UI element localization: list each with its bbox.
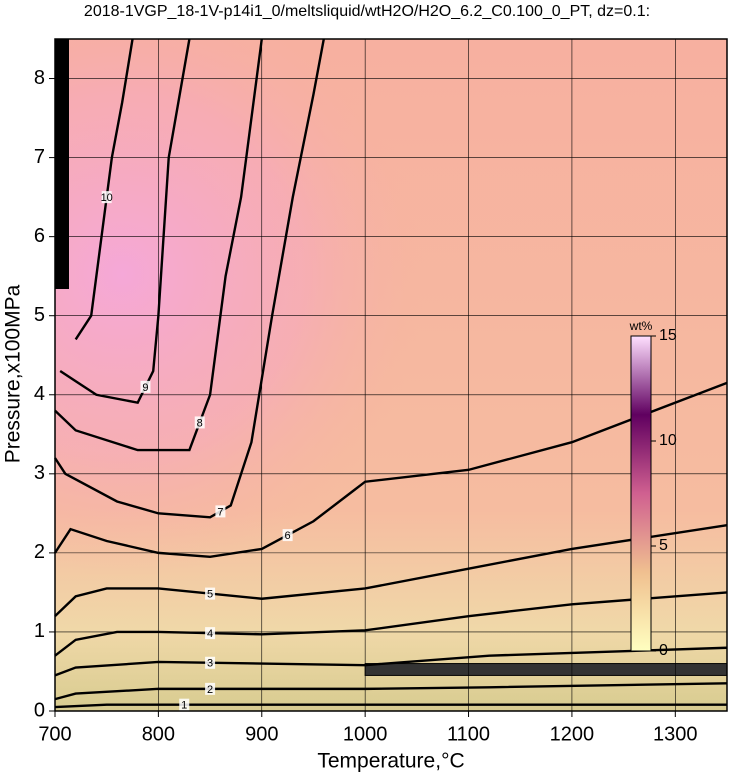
contour-label-bg — [205, 587, 216, 600]
y-tick-label: 0 — [34, 699, 45, 721]
contour-line — [59, 38, 191, 405]
contour-line — [54, 682, 728, 701]
y-axis-label: Pressure,x100MPa — [2, 284, 25, 463]
plot-shade — [55, 39, 727, 711]
dense-region — [55, 39, 69, 289]
contour-line — [54, 524, 728, 617]
colorbar-tick-label: 15 — [659, 327, 677, 344]
x-tick-label: 1000 — [343, 723, 388, 745]
plot-area: 700 800 900 1000 1100 1200 1300 0 1 2 3 4 5 6 7 8 1 2 3 4 5 6… — [34, 38, 728, 745]
y-tick-label: 4 — [34, 383, 45, 405]
contour-label-bg — [140, 380, 151, 393]
y-tick-label: 1 — [34, 620, 45, 642]
contour-label: 8 — [197, 417, 203, 429]
x-tick-label: 700 — [38, 723, 71, 745]
x-axis-label: Temperature,°C — [317, 750, 464, 773]
contour-line — [53, 38, 325, 519]
colorbar-label: wt% — [629, 319, 653, 333]
contour-label: 5 — [207, 589, 213, 601]
x-tick-label: 1200 — [550, 723, 595, 745]
colorbar — [630, 335, 652, 652]
plot-frame — [54, 38, 728, 712]
contour-label: 1 — [181, 700, 187, 712]
x-tick-label: 900 — [245, 723, 278, 745]
colorbar-tick-label: 5 — [659, 537, 668, 554]
x-tick-label: 800 — [142, 723, 175, 745]
contour-label-bg — [179, 698, 190, 711]
x-tick-label: 1300 — [653, 723, 698, 745]
contour-line — [54, 646, 728, 677]
contour-label: 9 — [142, 382, 148, 394]
contour-label-bg — [101, 191, 112, 204]
contour-label: 7 — [217, 506, 223, 518]
y-tick-label: 6 — [34, 225, 45, 247]
contour-label: 6 — [285, 530, 291, 542]
colorbar-tick-label: 0 — [659, 642, 668, 659]
contour-label-bg — [205, 627, 216, 640]
contour-label: 4 — [207, 628, 213, 640]
y-tick-label: 5 — [34, 304, 45, 326]
x-tick-label: 1100 — [447, 723, 490, 745]
contour-label-bg — [205, 682, 216, 695]
contour-label: 3 — [207, 658, 213, 670]
y-tick-label: 2 — [34, 541, 45, 563]
colorbar-tick-label: 10 — [659, 432, 677, 449]
y-tick-label: 8 — [34, 67, 45, 89]
contour-label: 10 — [101, 192, 113, 204]
y-tick-label: 3 — [34, 462, 45, 484]
y-tick-label: 7 — [34, 146, 45, 168]
contour-label-bg — [215, 505, 226, 518]
contour-label-bg — [194, 416, 205, 429]
contour-label-bg — [282, 529, 293, 542]
contour-label-bg — [205, 656, 216, 669]
chart-title: 2018-1VGP_18-1V-p14i1_0/meltsliquid/wtH2… — [84, 3, 650, 20]
contour-line — [54, 591, 728, 657]
dense-band — [364, 663, 728, 676]
contour-line — [54, 703, 727, 709]
contour-label: 2 — [207, 684, 213, 696]
